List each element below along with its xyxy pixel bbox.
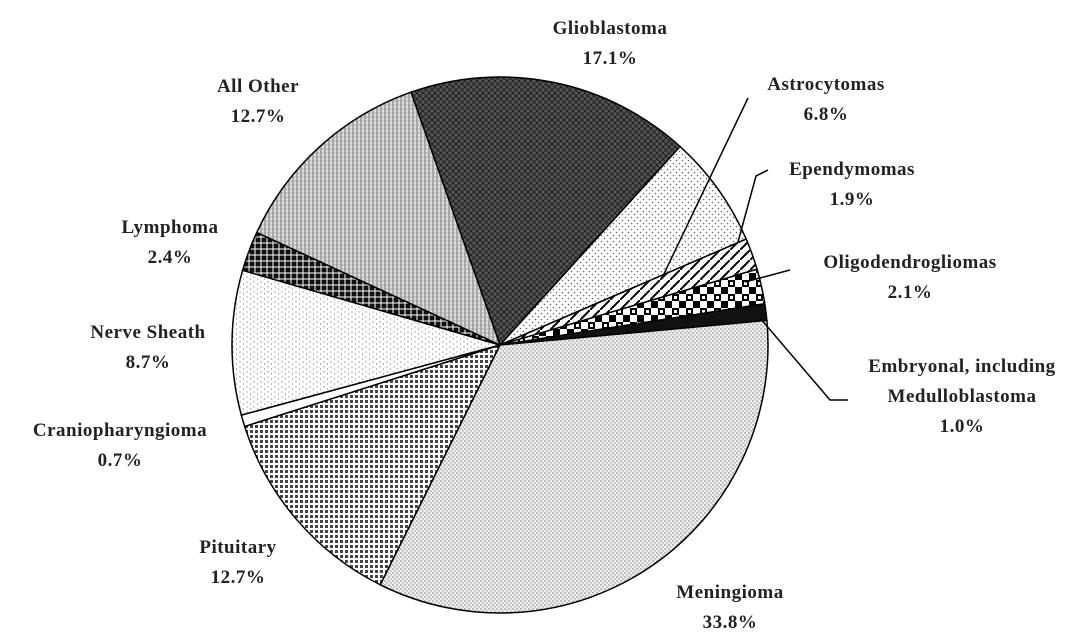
category-name: Lymphoma [121,217,219,238]
value-label: 6.8% [803,104,849,125]
leader-line [759,317,848,401]
slice-label: Oligodendrogliomas 2.1% [823,248,996,308]
pie-slice [410,76,682,347]
category-name: Astrocytomas [767,74,885,95]
value-label: 2.4% [147,247,193,268]
pie-slice [499,145,748,346]
slice-label: Ependymomas 1.9% [789,155,915,215]
value-label: 8.7% [125,352,171,373]
value-label: 17.1% [582,48,638,69]
slice-label: Craniopharyngioma 0.7% [33,416,207,476]
pie-slice [255,91,502,347]
category-name: Glioblastoma [552,18,668,39]
category-name: Ependymomas [789,159,915,180]
slice-label: Embryonal, including Medulloblastoma 1.0% [852,352,1072,442]
leader-line [661,97,749,279]
category-name: Embryonal, including Medulloblastoma [868,356,1056,407]
category-name: Nerve Sheath [90,322,206,343]
slices [231,76,769,614]
category-name: Craniopharyngioma [32,420,208,441]
category-name: All Other [216,76,300,97]
leader-line [737,169,769,243]
value-label: 1.9% [829,189,875,210]
slice-label: Meningioma 33.8% [676,578,783,638]
slice-label: Nerve Sheath 8.7% [90,318,205,378]
pie-slice [379,319,769,614]
value-label: 12.7% [230,106,286,127]
value-label: 12.7% [210,567,266,588]
category-name: Meningioma [676,582,784,603]
category-name: Pituitary [199,537,277,558]
value-label: 2.1% [887,282,933,303]
slice-label: Glioblastoma 17.1% [553,14,668,74]
slice-label: All Other 12.7% [217,72,299,132]
slice-label: Astrocytomas 6.8% [767,70,885,130]
value-label: 33.8% [702,612,758,633]
leader-lines [661,97,848,401]
leader-line [744,269,791,283]
category-name: Oligodendrogliomas [823,252,997,273]
value-label: 1.0% [939,416,985,437]
slice-label: Lymphoma 2.4% [122,213,219,273]
pie-slice [243,343,502,586]
value-label: 0.7% [97,450,143,471]
pie-slice [231,269,503,417]
slice-label: Pituitary 12.7% [199,533,276,593]
